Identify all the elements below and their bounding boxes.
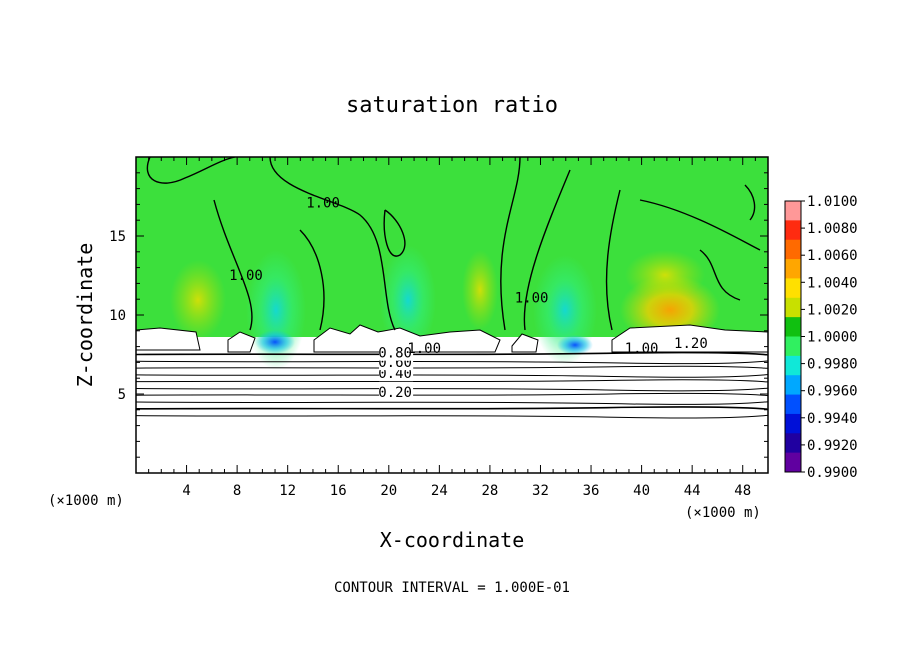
contour-label: 0.40 — [378, 366, 412, 382]
cloud-patch-4 — [511, 333, 539, 353]
colorbar-label: 1.0100 — [807, 194, 858, 210]
colorbar-label: 0.9960 — [807, 384, 858, 400]
colorbar-swatch — [785, 317, 801, 337]
cloud-patch-1 — [136, 327, 201, 351]
x-tick-label: 20 — [380, 483, 397, 499]
colorbar-label: 1.0080 — [807, 221, 858, 237]
contour-line-1 — [136, 351, 768, 356]
contour-line-0-6 — [136, 379, 768, 383]
contour-label: 1.00 — [229, 268, 263, 284]
y-axis-label: Z-coordinate — [73, 243, 97, 388]
colorbar-swatch — [785, 239, 801, 260]
colorbar-swatch — [785, 336, 801, 357]
contour-1-00-f — [500, 157, 521, 331]
contour-interval-footer: CONTOUR INTERVAL = 1.000E-01 — [334, 580, 570, 596]
y-unit-label: (×1000 m) — [48, 493, 124, 509]
yellow-patch-right — [625, 250, 705, 300]
contour-label: 1.00 — [625, 341, 659, 357]
contour-label: 0.80 — [378, 346, 412, 362]
colorbar-swatch — [785, 355, 801, 376]
x-tick-label: 44 — [684, 483, 701, 499]
x-axis-label: X-coordinate — [380, 528, 525, 552]
x-tick-label: 4 — [182, 483, 190, 499]
blue-patch-1 — [255, 330, 295, 354]
y-tick-label: 15 — [109, 229, 126, 245]
y-tick-label: 5 — [118, 387, 126, 403]
chart-title: saturation ratio — [346, 93, 558, 118]
saturation-field — [136, 157, 768, 473]
contour-line-0-5 — [136, 387, 768, 392]
contour-line-0-8 — [136, 365, 768, 369]
contour-line-0-9 — [136, 360, 768, 365]
colorbar-label: 1.0020 — [807, 302, 858, 318]
colorbar: 1.0100 1.0080 1.0060 1.0040 1.0020 1.0000 0.99… — [784, 194, 858, 481]
low-level-contours — [136, 351, 768, 419]
contour-line-0-1 — [136, 414, 768, 419]
contour-label-bg — [379, 386, 414, 401]
contour-label: 0.20 — [378, 385, 412, 401]
colorbar-label: 1.0040 — [807, 275, 858, 291]
colorbar-label: 1.0000 — [807, 330, 858, 346]
blue-patch-2 — [557, 335, 593, 355]
contour-1-00-a — [146, 157, 236, 184]
colorbar-swatch — [785, 220, 801, 241]
colorbar-swatch — [785, 433, 801, 454]
colorbar-swatch — [785, 297, 801, 318]
yellow-patch-left — [170, 260, 226, 340]
x-tick-label: 48 — [734, 483, 751, 499]
colorbar-label: 1.0060 — [807, 248, 858, 264]
colorbar-swatch — [785, 394, 801, 415]
x-tick-label: 32 — [532, 483, 549, 499]
contour-label: 1.00 — [515, 290, 549, 306]
colorbar-swatch — [785, 259, 801, 279]
contour-line-0-4 — [136, 392, 768, 396]
yellow-patch-center — [462, 250, 498, 330]
contour-1-00-c — [269, 157, 396, 331]
contour-line-0-2 — [136, 406, 768, 410]
contour-line-0-7 — [136, 374, 768, 378]
cloud-patch-5 — [611, 324, 768, 353]
contour-1-00-b — [213, 199, 253, 331]
colorbar-label: 0.9980 — [807, 357, 858, 373]
x-tick-label: 8 — [233, 483, 241, 499]
colorbar-swatch — [785, 413, 801, 434]
contour-label-bg — [379, 346, 414, 361]
x-tick-label: 16 — [330, 483, 347, 499]
colorbar-swatch — [785, 375, 801, 396]
contour-label: 1.00 — [306, 196, 340, 212]
contour-1-00-j — [699, 249, 741, 301]
x-tick-label: 28 — [481, 483, 498, 499]
contour-1-00-g — [523, 169, 571, 331]
cloud-patch-2 — [227, 331, 256, 353]
contour-1-00-e — [383, 209, 406, 257]
contour-label: 1.00 — [407, 341, 441, 357]
contour-1-00-h — [605, 189, 621, 331]
contour-line-0-3 — [136, 401, 768, 405]
colorbar-swatch — [785, 278, 801, 299]
contour-label: 1.20 — [674, 336, 708, 352]
x-tick-label: 36 — [583, 483, 600, 499]
contour-label-bg — [379, 367, 414, 382]
contour-1-00-i — [639, 199, 761, 251]
colorbar-label: 0.9920 — [807, 438, 858, 454]
x-tick-label: 12 — [279, 483, 296, 499]
x-unit-label: (×1000 m) — [685, 505, 761, 521]
y-tick-label: 10 — [109, 308, 126, 324]
colorbar-swatch — [785, 452, 801, 473]
contour-1-00-k — [744, 184, 756, 221]
x-tick-label: 40 — [633, 483, 650, 499]
cloud-patch-3 — [313, 324, 501, 353]
contour-1-00-d — [299, 229, 325, 331]
colorbar-label: 0.9900 — [807, 465, 858, 481]
contour-labels: 0.200.400.600.801.001.001.001.001.00 1.20 — [229, 196, 708, 402]
x-tick-label: 24 — [431, 483, 448, 499]
colorbar-swatch — [785, 201, 801, 221]
colorbar-label: 0.9940 — [807, 411, 858, 427]
